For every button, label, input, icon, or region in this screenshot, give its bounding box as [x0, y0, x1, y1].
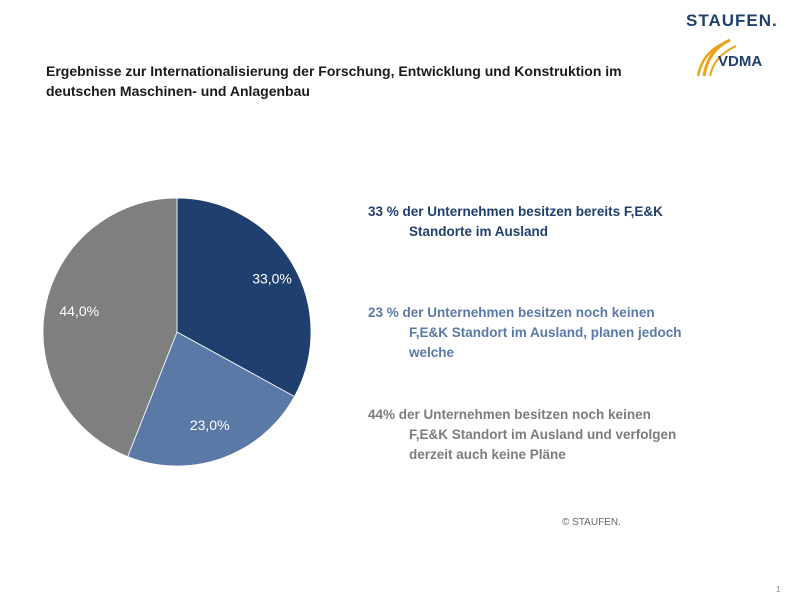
staufen-logo: STAUFEN. — [686, 11, 778, 30]
title-line-1: Ergebnisse zur Internationalisierung der… — [46, 63, 622, 79]
pie-slice-2 — [127, 331, 295, 467]
legend-3-line-1: 44% der Unternehmen besitzen noch keinen — [368, 407, 651, 422]
legend-item-2: 23 % der Unternehmen besitzen noch keine… — [368, 303, 768, 363]
legend-2-line-2: F,E&K Standort im Ausland, planen jedoch — [409, 325, 682, 340]
legend-3-line-2: F,E&K Standort im Ausland und verfolgen — [409, 427, 677, 442]
vdma-logo-text: VDMA — [718, 53, 762, 70]
pie-label-1: 33,0% — [252, 271, 292, 287]
page-number: 1 — [776, 585, 781, 594]
title-line-2: deutschen Maschinen- und Anlagenbau — [46, 83, 310, 99]
pie-slice-3 — [42, 197, 178, 458]
legend-1-line-1: 33 % der Unternehmen besitzen bereits F,… — [368, 204, 663, 219]
legend-2-line-1: 23 % der Unternehmen besitzen noch keine… — [368, 305, 655, 320]
legend-2-line-3: welche — [409, 345, 455, 360]
pie-label-2: 23,0% — [190, 417, 230, 433]
copyright: © STAUFEN. — [562, 517, 621, 528]
vdma-logo: VDMA — [696, 38, 762, 77]
legend-item-3: 44% der Unternehmen besitzen noch keinen… — [368, 405, 768, 465]
page-title: Ergebnisse zur Internationalisierung der… — [46, 61, 706, 101]
legend-1-line-2: Standorte im Ausland — [409, 224, 549, 239]
pie-slice-1 — [176, 197, 312, 398]
pie-label-3: 44,0% — [59, 303, 99, 319]
pie-chart: 33,0% 23,0% 44,0% — [42, 197, 312, 467]
legend-item-1: 33 % der Unternehmen besitzen bereits F,… — [368, 202, 768, 242]
legend-3-line-3: derzeit auch keine Pläne — [409, 447, 566, 462]
